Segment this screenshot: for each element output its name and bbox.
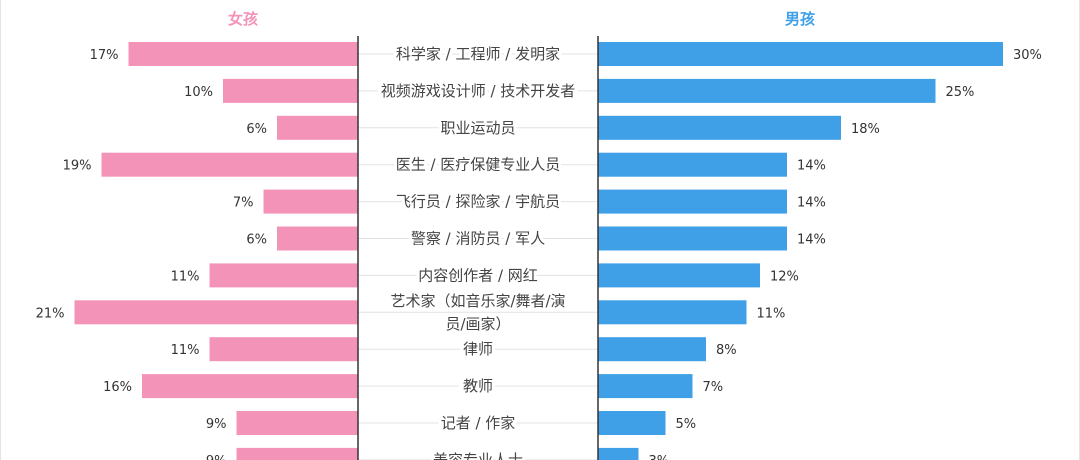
legend-boys-label: 男孩 xyxy=(785,10,815,28)
data-label-girls: 9% xyxy=(206,417,227,432)
data-label-girls: 16% xyxy=(103,380,132,395)
category-label: 科学家 / 工程师 / 发明家 xyxy=(396,45,560,63)
bar-girls xyxy=(128,42,358,66)
category-label: 职业运动员 xyxy=(440,119,515,137)
bar-girls xyxy=(277,226,358,251)
bar-girls xyxy=(142,374,358,399)
bar-boys xyxy=(598,42,1003,66)
data-label-girls: 9% xyxy=(206,454,227,460)
category-label: 内容创作者 / 网红 xyxy=(418,266,538,284)
bar-boys xyxy=(598,152,787,177)
bar-girls xyxy=(74,300,358,325)
data-label-boys: 12% xyxy=(770,269,799,284)
data-label-girls: 19% xyxy=(63,159,92,174)
category-label: 飞行员 / 探险家 / 宇航员 xyxy=(396,193,560,211)
bar-boys xyxy=(598,78,936,103)
bar-girls xyxy=(236,411,358,435)
category-label: 视频游戏设计师 / 技术开发者 xyxy=(381,82,576,100)
category-label: 警察 / 消防员 / 军人 xyxy=(411,230,545,248)
bar-boys xyxy=(598,300,747,325)
category-label: 教师 xyxy=(463,377,493,395)
data-label-boys: 25% xyxy=(946,85,975,100)
bar-boys xyxy=(598,226,787,251)
data-label-girls: 6% xyxy=(246,122,267,137)
bar-girls xyxy=(209,337,358,362)
data-label-boys: 14% xyxy=(797,233,826,248)
bar-girls xyxy=(101,152,358,177)
data-label-boys: 8% xyxy=(716,343,737,358)
bar-boys xyxy=(598,115,841,140)
bar-girls xyxy=(263,189,358,214)
data-label-boys: 3% xyxy=(649,454,670,460)
data-label-girls: 7% xyxy=(233,196,254,211)
bar-boys xyxy=(598,189,787,214)
data-label-boys: 7% xyxy=(703,380,724,395)
bar-boys xyxy=(598,337,706,362)
left-border xyxy=(0,0,1,460)
bar-boys xyxy=(598,411,666,435)
data-label-girls: 21% xyxy=(36,306,65,321)
bar-girls xyxy=(223,78,358,103)
category-label: 艺术家（如音乐家/舞者/演 xyxy=(390,292,565,310)
data-label-girls: 11% xyxy=(171,343,200,358)
data-label-girls: 11% xyxy=(171,269,200,284)
bar-boys xyxy=(598,374,693,399)
bar-girls xyxy=(209,263,358,288)
data-label-girls: 17% xyxy=(90,48,119,63)
bar-boys xyxy=(598,447,639,460)
data-label-girls: 10% xyxy=(184,85,213,100)
bar-girls xyxy=(277,115,358,140)
category-label: 律师 xyxy=(463,340,493,358)
data-label-boys: 14% xyxy=(797,196,826,211)
category-label: 记者 / 作家 xyxy=(441,414,516,432)
bar-girls xyxy=(236,447,358,460)
bar-boys xyxy=(598,263,760,288)
data-label-boys: 14% xyxy=(797,159,826,174)
legend-girls-label: 女孩 xyxy=(228,10,258,28)
data-label-boys: 18% xyxy=(851,122,880,137)
data-label-girls: 6% xyxy=(246,233,267,248)
category-label: 医生 / 医疗保健专业人员 xyxy=(396,156,561,174)
category-label: 员/画家） xyxy=(445,315,510,333)
category-label: 美容专业人士 xyxy=(433,451,523,460)
data-label-boys: 5% xyxy=(676,417,697,432)
data-label-boys: 11% xyxy=(757,306,786,321)
data-label-boys: 30% xyxy=(1013,48,1042,63)
